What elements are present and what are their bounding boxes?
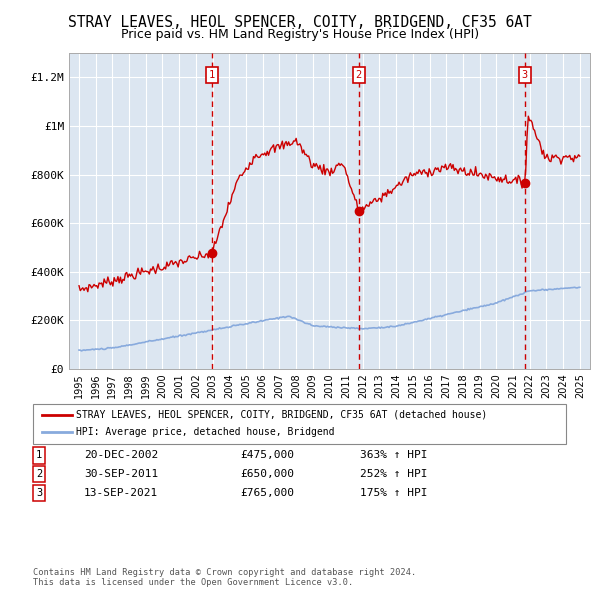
Text: 2: 2 (355, 70, 362, 80)
Text: £475,000: £475,000 (240, 451, 294, 460)
Text: 13-SEP-2021: 13-SEP-2021 (84, 489, 158, 498)
Text: HPI: Average price, detached house, Bridgend: HPI: Average price, detached house, Brid… (76, 427, 335, 437)
Text: STRAY LEAVES, HEOL SPENCER, COITY, BRIDGEND, CF35 6AT (detached house): STRAY LEAVES, HEOL SPENCER, COITY, BRIDG… (76, 410, 487, 420)
Text: £650,000: £650,000 (240, 470, 294, 479)
Text: 252% ↑ HPI: 252% ↑ HPI (360, 470, 427, 479)
Text: 20-DEC-2002: 20-DEC-2002 (84, 451, 158, 460)
Text: 3: 3 (522, 70, 528, 80)
Text: £765,000: £765,000 (240, 489, 294, 498)
Text: Price paid vs. HM Land Registry's House Price Index (HPI): Price paid vs. HM Land Registry's House … (121, 28, 479, 41)
Text: STRAY LEAVES, HEOL SPENCER, COITY, BRIDGEND, CF35 6AT: STRAY LEAVES, HEOL SPENCER, COITY, BRIDG… (68, 15, 532, 30)
Text: 1: 1 (36, 451, 42, 460)
Text: 175% ↑ HPI: 175% ↑ HPI (360, 489, 427, 498)
Text: Contains HM Land Registry data © Crown copyright and database right 2024.
This d: Contains HM Land Registry data © Crown c… (33, 568, 416, 587)
Text: 1: 1 (209, 70, 215, 80)
Text: 363% ↑ HPI: 363% ↑ HPI (360, 451, 427, 460)
Text: 2: 2 (36, 470, 42, 479)
Text: 3: 3 (36, 489, 42, 498)
Text: 30-SEP-2011: 30-SEP-2011 (84, 470, 158, 479)
